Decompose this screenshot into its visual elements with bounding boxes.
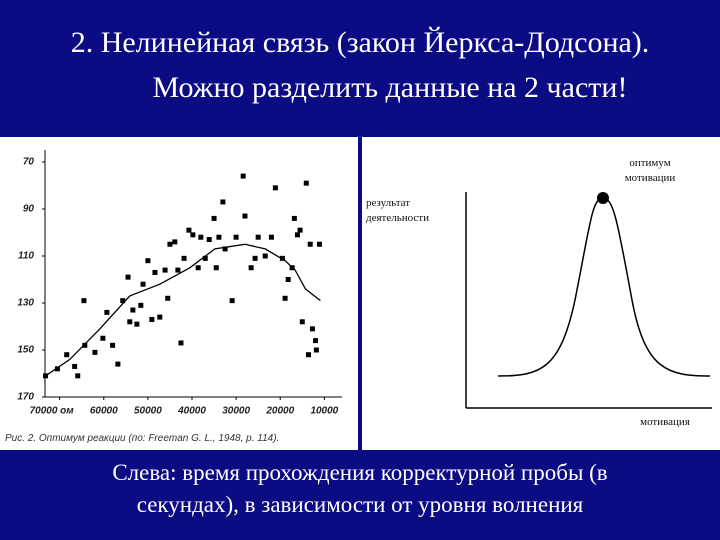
figure-caption: Рис. 2. Оптимум реакции (по: Freeman G. …	[5, 433, 279, 444]
optimum-dot	[597, 192, 609, 204]
point	[279, 255, 285, 261]
point	[127, 319, 133, 325]
point	[115, 361, 121, 367]
point	[186, 227, 192, 233]
slide-caption: секундах), в зависимости от уровня волне…	[137, 492, 584, 517]
point	[272, 185, 278, 191]
x-tick-label: 40000	[177, 406, 206, 417]
point	[162, 267, 168, 273]
point	[195, 265, 201, 271]
right-panel	[362, 137, 720, 450]
point	[178, 340, 184, 346]
point	[134, 321, 140, 327]
point	[82, 342, 88, 348]
point	[252, 255, 258, 261]
point	[285, 277, 291, 282]
point	[309, 326, 315, 332]
point	[54, 366, 60, 372]
point	[152, 269, 158, 275]
point	[110, 342, 116, 348]
point	[100, 335, 106, 341]
point	[268, 234, 274, 240]
y-tick-label: 130	[17, 298, 34, 309]
point	[313, 338, 319, 344]
point	[307, 241, 313, 247]
x-tick-label: 70000 ом	[30, 406, 75, 417]
point	[138, 302, 144, 308]
point	[172, 239, 178, 245]
point	[145, 258, 151, 264]
point	[167, 241, 173, 247]
point	[213, 265, 219, 271]
y-tick-label: 170	[17, 392, 34, 403]
x-tick-label: 30000	[222, 406, 250, 417]
point	[190, 232, 196, 238]
peak-label: мотивации	[625, 172, 676, 184]
point	[248, 265, 254, 271]
point	[299, 319, 305, 325]
point	[262, 253, 268, 259]
point	[157, 314, 163, 320]
point	[229, 298, 235, 304]
y-label: деятельности	[366, 212, 429, 224]
y-tick-label: 70	[23, 157, 35, 168]
x-label: мотивация	[640, 416, 690, 428]
point	[104, 309, 110, 315]
point	[149, 316, 155, 322]
point	[220, 199, 226, 205]
point	[202, 255, 208, 261]
fit-line	[45, 243, 321, 377]
point	[140, 281, 146, 287]
point	[211, 215, 217, 221]
point	[240, 173, 246, 179]
y-tick-label: 110	[18, 251, 34, 262]
point	[198, 234, 204, 240]
point	[181, 255, 187, 261]
point	[313, 347, 319, 353]
point	[120, 298, 126, 304]
point	[242, 213, 248, 219]
point	[317, 241, 322, 247]
slide-title: 2. Нелинейная связь (закон Йеркса-Додсон…	[71, 26, 650, 59]
y-tick-label: 150	[17, 345, 34, 356]
y-tick-label: 90	[23, 204, 35, 215]
point	[81, 298, 87, 304]
x-tick-label: 20000	[265, 406, 294, 417]
point	[75, 373, 81, 379]
point	[64, 352, 70, 358]
point	[130, 307, 136, 313]
point	[305, 352, 311, 358]
point	[175, 267, 181, 273]
point	[297, 227, 303, 233]
point	[291, 215, 297, 221]
x-tick-label: 60000	[90, 406, 118, 417]
point	[216, 234, 222, 240]
slide-title: Можно разделить данные на 2 части!	[153, 71, 628, 104]
point	[206, 237, 212, 243]
peak-label: оптимум	[629, 157, 670, 169]
y-label: результат	[366, 197, 410, 209]
point	[282, 295, 288, 301]
point	[72, 363, 78, 369]
x-tick-label: 10000	[310, 406, 338, 417]
point	[165, 295, 171, 301]
point	[303, 180, 309, 186]
x-tick-label: 50000	[134, 406, 162, 417]
slide-caption: Слева: время прохождения корректурной пр…	[112, 460, 607, 485]
point	[233, 234, 239, 240]
point	[222, 246, 228, 252]
point	[294, 232, 300, 238]
point	[125, 274, 131, 280]
point	[92, 349, 98, 355]
point	[255, 234, 261, 240]
